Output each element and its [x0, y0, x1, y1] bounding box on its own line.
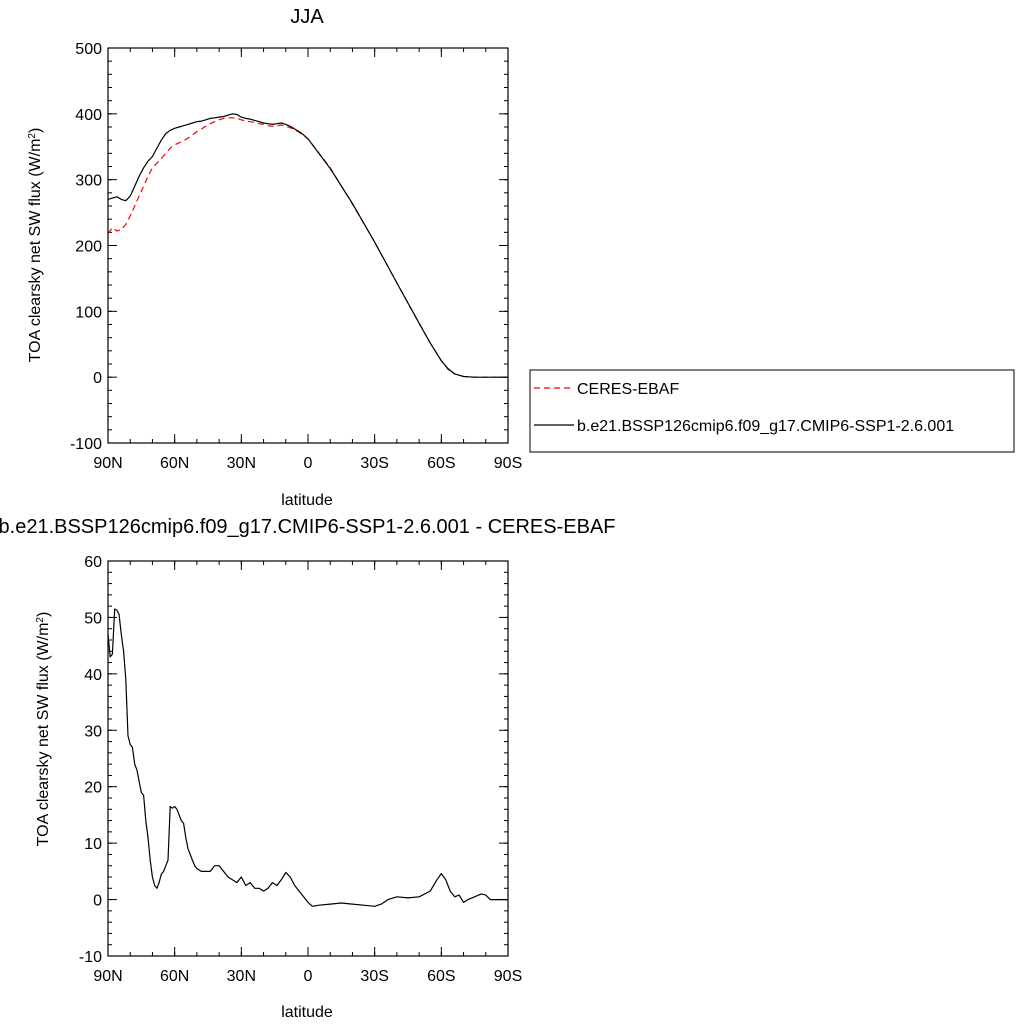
- svg-text:TOA clearsky net SW flux (W/m2: TOA clearsky net SW flux (W/m2): [27, 128, 45, 363]
- bottom-x-tick-label: 90N: [93, 968, 122, 985]
- top-series-line-b-e21-bssp126cmip6-f09-g17-cmip6-ssp1-2-: [107, 113, 508, 378]
- bottom-y-tick-label: 10: [84, 836, 102, 853]
- bottom-x-tick-label: 60S: [427, 968, 455, 985]
- top-x-tick-label: 60S: [427, 455, 455, 472]
- top-y-tick-label: 400: [75, 107, 102, 124]
- bottom-y-tick-label: 0: [93, 893, 102, 910]
- legend: CERES-EBAF b.e21.BSSP126cmip6.f09_g17.CM…: [529, 369, 1015, 453]
- top-y-tick-label: 500: [75, 41, 102, 58]
- bottom-y-tick-label: 60: [84, 554, 102, 571]
- top-y-tick-label: -100: [70, 436, 102, 453]
- bottom-x-tick-label: 30S: [360, 968, 388, 985]
- bottom-panel-chart: b.e21.BSSP126cmip6.f09_g17.CMIP6-SSP1-2.…: [0, 516, 615, 1021]
- top-x-tick-label: 30S: [360, 455, 388, 472]
- top-y-tick-label: 100: [75, 304, 102, 321]
- top-series-line-ceres-ebaf: [107, 117, 508, 378]
- top-panel-chart: JJA TOA clearsky net SW flux (W/m2) lati…: [27, 6, 523, 509]
- top-x-axis-label: latitude: [281, 492, 333, 509]
- bottom-y-axis-label: TOA clearsky net SW flux (W/m2): [35, 612, 53, 847]
- top-plot-frame: [107, 47, 509, 444]
- bottom-chart-title: b.e21.BSSP126cmip6.f09_g17.CMIP6-SSP1-2.…: [0, 516, 615, 538]
- top-x-tick-label: 90S: [494, 455, 522, 472]
- top-x-tick-label: 90N: [93, 455, 122, 472]
- bottom-y-tick-label: 40: [84, 667, 102, 684]
- top-y-axis-label: TOA clearsky net SW flux (W/m2): [27, 128, 45, 363]
- bottom-y-tick-label: 20: [84, 780, 102, 797]
- bottom-series-line-difference: [107, 608, 508, 907]
- top-y-tick-label: 0: [93, 370, 102, 387]
- legend-frame: [529, 369, 1015, 453]
- top-y-tick-label: 200: [75, 239, 102, 256]
- bottom-y-tick-label: 30: [84, 723, 102, 740]
- bottom-x-tick-label: 30N: [227, 968, 256, 985]
- bottom-plot-frame: [107, 560, 509, 957]
- svg-text:TOA clearsky net SW flux (W/m2: TOA clearsky net SW flux (W/m2): [35, 612, 53, 847]
- legend-entry-model: b.e21.BSSP126cmip6.f09_g17.CMIP6-SSP1-2.…: [577, 418, 954, 435]
- bottom-x-tick-label: 90S: [494, 968, 522, 985]
- bottom-x-axis-label: latitude: [281, 1004, 333, 1021]
- legend-entry-ceres: CERES-EBAF: [577, 381, 679, 398]
- bottom-y-tick-label: -10: [79, 949, 102, 966]
- top-chart-title: JJA: [290, 6, 324, 28]
- top-y-tick-label: 300: [75, 173, 102, 190]
- top-x-tick-label: 30N: [227, 455, 256, 472]
- bottom-y-tick-label: 50: [84, 610, 102, 627]
- top-x-tick-label: 60N: [160, 455, 189, 472]
- bottom-x-tick-label: 60N: [160, 968, 189, 985]
- bottom-x-tick-label: 0: [304, 968, 313, 985]
- top-x-tick-label: 0: [304, 455, 313, 472]
